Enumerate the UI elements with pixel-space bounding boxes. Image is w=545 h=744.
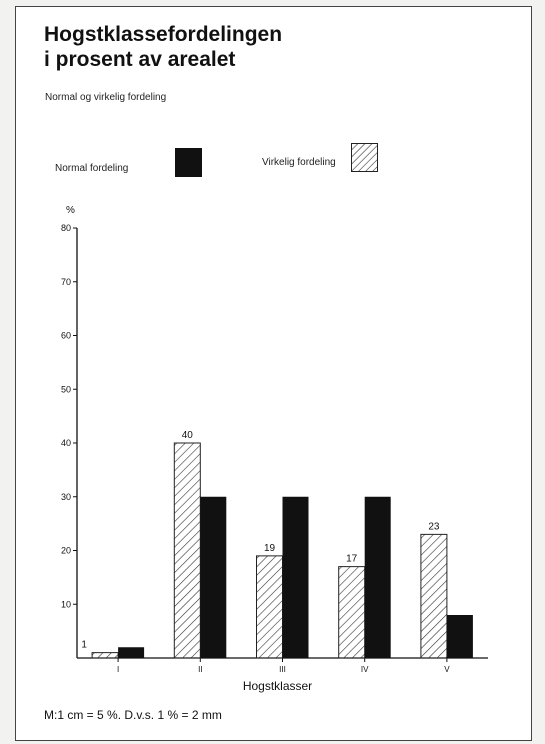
- bar-virkelig: [91, 652, 119, 659]
- y-axis-unit-label: %: [66, 205, 75, 216]
- data-label: 1: [81, 640, 87, 651]
- x-axis-title: Hogstklasser: [243, 679, 312, 693]
- data-label: 19: [264, 543, 276, 554]
- y-tick-label: 60: [61, 331, 71, 341]
- y-tick-label: 70: [61, 277, 71, 287]
- x-tick-label: III: [279, 665, 286, 674]
- title-line-2: i prosent av arealet: [44, 48, 236, 71]
- y-tick-label: 50: [61, 384, 71, 394]
- legend-normal-swatch: [175, 148, 202, 177]
- x-tick-label: V: [444, 665, 450, 674]
- y-tick-label: 20: [61, 546, 71, 556]
- bar-normal: [364, 496, 391, 658]
- bar-normal: [446, 615, 473, 658]
- y-tick-label: 10: [61, 599, 71, 609]
- bar-normal: [200, 496, 227, 658]
- legend-actual-label: Virkelig fordeling: [262, 157, 336, 168]
- chart-labels: I 1 II 40 III 19 IV 17 V 23 Hogstklasser: [81, 430, 450, 693]
- legend-normal-label: Normal fordeling: [55, 163, 129, 174]
- scale-note: M:1 cm = 5 %. D.v.s. 1 % = 2 mm: [44, 708, 222, 722]
- chart-title: Hogstklassefordelingen i prosent av area…: [44, 22, 444, 72]
- y-tick-label: 40: [61, 438, 71, 448]
- x-tick-label: II: [198, 665, 202, 674]
- title-line-1: Hogstklassefordelingen: [44, 23, 283, 46]
- data-label: 40: [182, 430, 194, 441]
- bar-normal: [282, 496, 309, 658]
- x-tick-label: IV: [361, 665, 369, 674]
- chart-subtitle: Normal og virkelig fordeling: [45, 92, 167, 103]
- data-label: 17: [346, 554, 358, 565]
- data-label: 23: [428, 521, 440, 532]
- y-tick-label: 80: [61, 223, 71, 233]
- bar-virkelig: [338, 566, 366, 659]
- bar-virkelig: [256, 555, 283, 659]
- bar-virkelig: [173, 442, 201, 659]
- bar-virkelig: [420, 533, 448, 659]
- chart-bars: [91, 442, 473, 659]
- y-tick-label: 30: [61, 492, 71, 502]
- bar-normal: [118, 647, 145, 658]
- legend-actual-swatch: [351, 143, 378, 172]
- x-tick-label: I: [117, 665, 119, 674]
